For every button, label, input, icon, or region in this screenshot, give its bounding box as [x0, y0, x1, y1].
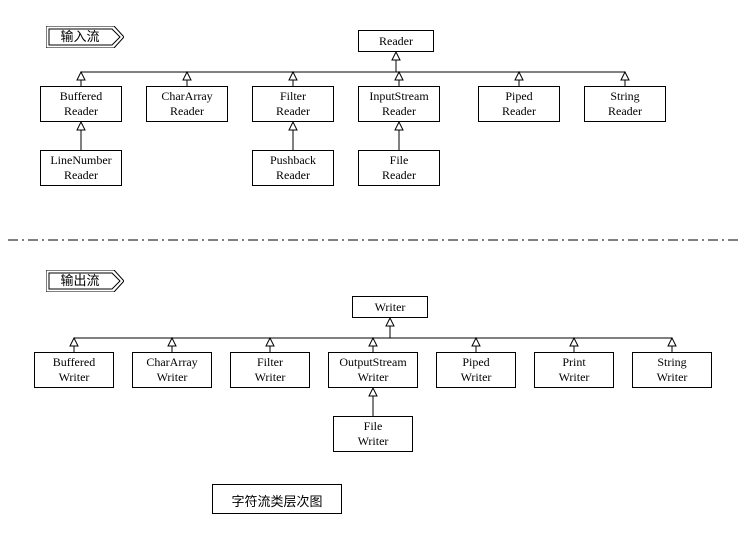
arrow-pushback-reader-to-filter-reader — [289, 122, 297, 130]
node-buffered-reader: Buffered Reader — [40, 86, 122, 122]
arrow-buffered-writer-to-bus — [70, 338, 78, 346]
node-print-writer: Print Writer — [534, 352, 614, 388]
node-piped-reader: Piped Reader — [478, 86, 560, 122]
arrow-to-reader — [392, 52, 400, 60]
arrow-chararray-reader-to-bus — [183, 72, 191, 80]
banner-input-label: 输入流 — [60, 29, 99, 44]
node-writer: Writer — [352, 296, 428, 318]
node-string-writer: String Writer — [632, 352, 712, 388]
arrow-string-writer-to-bus — [668, 338, 676, 346]
node-reader: Reader — [358, 30, 434, 52]
arrow-buffered-reader-to-bus — [77, 72, 85, 80]
banner-output-label: 输出流 — [60, 273, 99, 288]
node-chararray-writer: CharArray Writer — [132, 352, 212, 388]
node-buffered-writer: Buffered Writer — [34, 352, 114, 388]
node-file-writer: File Writer — [333, 416, 413, 452]
node-pushback-reader: Pushback Reader — [252, 150, 334, 186]
arrow-piped-reader-to-bus — [515, 72, 523, 80]
node-filter-reader: Filter Reader — [252, 86, 334, 122]
arrow-file-reader-to-inputstream-reader — [395, 122, 403, 130]
banner-output: 输出流 — [46, 270, 124, 297]
arrow-file-writer-to-outputstream-writer — [369, 388, 377, 396]
arrow-filter-writer-to-bus — [266, 338, 274, 346]
arrow-piped-writer-to-bus — [472, 338, 480, 346]
node-file-reader: File Reader — [358, 150, 440, 186]
node-filter-writer: Filter Writer — [230, 352, 310, 388]
arrow-to-writer — [386, 318, 394, 326]
node-inputstream-reader: InputStream Reader — [358, 86, 440, 122]
node-string-reader: String Reader — [584, 86, 666, 122]
node-linenumber-reader: LineNumber Reader — [40, 150, 122, 186]
arrow-inputstream-reader-to-bus — [395, 72, 403, 80]
diagram-canvas: 输入流输出流 Reader Buffered Reader CharArray Rea… — [0, 0, 749, 537]
node-outputstream-writer: OutputStream Writer — [328, 352, 418, 388]
arrow-outputstream-writer-to-bus — [369, 338, 377, 346]
diagram-caption: 字符流类层次图 — [212, 484, 342, 514]
arrow-print-writer-to-bus — [570, 338, 578, 346]
node-chararray-reader: CharArray Reader — [146, 86, 228, 122]
arrow-linenumber-reader-to-buffered-reader — [77, 122, 85, 130]
arrow-chararray-writer-to-bus — [168, 338, 176, 346]
node-piped-writer: Piped Writer — [436, 352, 516, 388]
arrow-string-reader-to-bus — [621, 72, 629, 80]
banner-input: 输入流 — [46, 26, 124, 53]
arrow-filter-reader-to-bus — [289, 72, 297, 80]
